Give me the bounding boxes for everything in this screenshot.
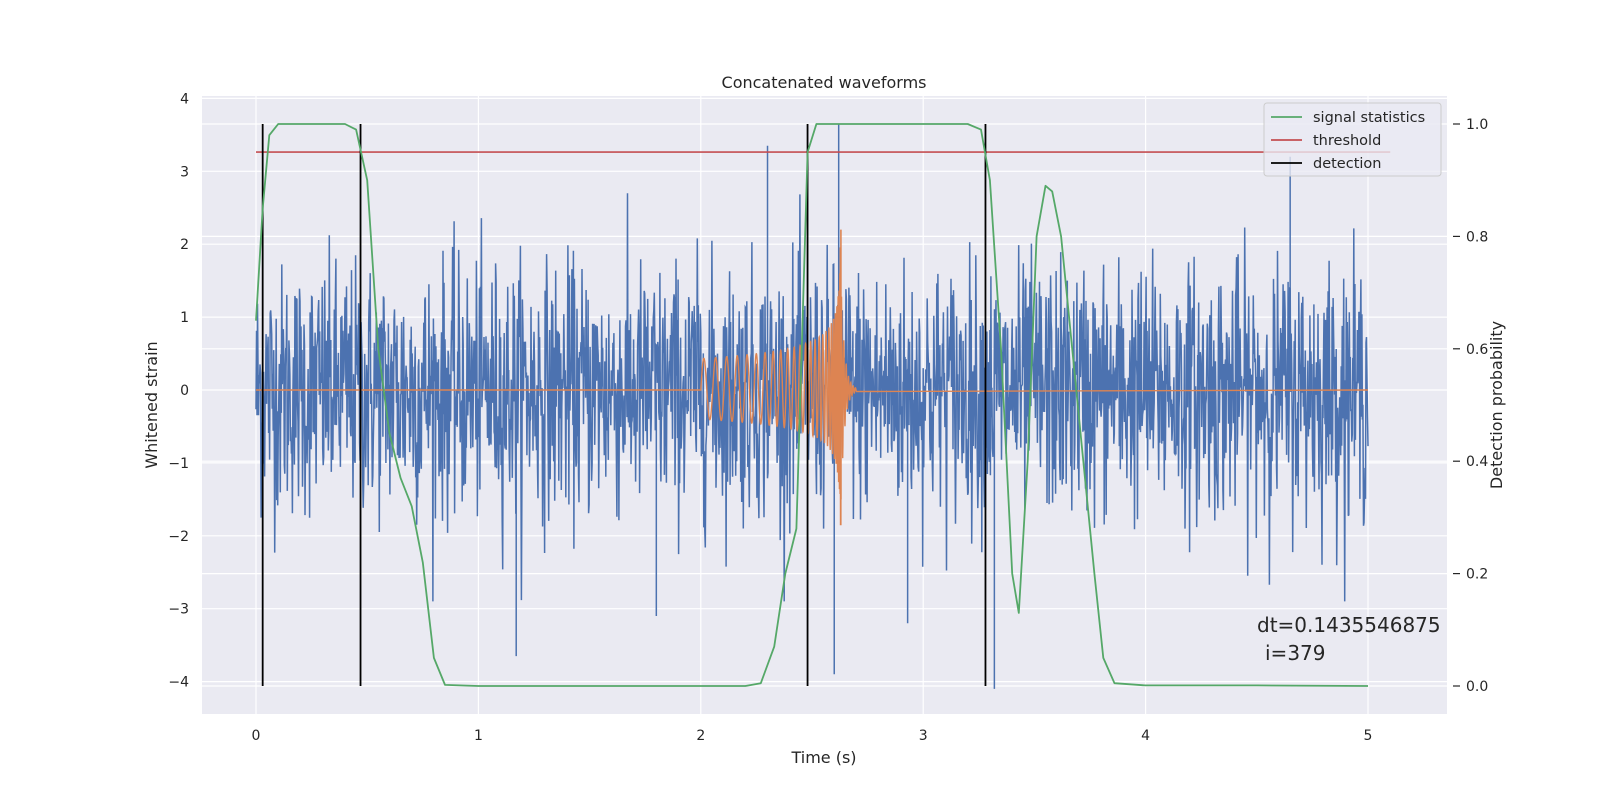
- signal-statistics-line: [255, 123, 1369, 687]
- y2-tick-label: 1.0: [1466, 117, 1488, 133]
- x-tick-label: 3: [919, 728, 928, 744]
- y-tick-label: 4: [180, 91, 189, 107]
- tick-labels: 0 1 2 3 4 5 4 3 2 1 0 −1 −2 −3 −4 1.0 0.8 0.6 0.4 0.2 0.0: [168, 91, 1488, 744]
- y2-tick-label: 0.8: [1466, 229, 1488, 245]
- y-tick-label: 3: [180, 164, 189, 180]
- y-tick-label: −4: [168, 675, 189, 691]
- y-tick-label: −3: [168, 602, 189, 618]
- annotation-dt: dt=0.1435546875: [1257, 613, 1441, 637]
- y-tick-label: 1: [180, 310, 189, 326]
- legend-item-detection: detection: [1271, 156, 1381, 172]
- y2-tick-label: 0.0: [1466, 679, 1488, 695]
- legend-box: [1263, 102, 1442, 177]
- x-tick-label: 5: [1364, 728, 1373, 744]
- y-axis-label: Whitened strain: [142, 341, 161, 468]
- legend: signal statistics threshold detection: [1263, 102, 1442, 177]
- series-layer: [255, 123, 1391, 689]
- x-tick-label: 0: [252, 728, 261, 744]
- y-tick-label: 0: [180, 383, 189, 399]
- y-tick-label: 2: [180, 237, 189, 253]
- legend-label: detection: [1313, 156, 1381, 172]
- x-axis-label: Time (s): [790, 748, 856, 767]
- chirp-template-line: [256, 247, 1369, 526]
- y2-axis-label: Detection probability: [1487, 321, 1506, 489]
- x-tick-label: 2: [696, 728, 705, 744]
- chart-title: Concatenated waveforms: [722, 73, 927, 92]
- legend-item-threshold: threshold: [1271, 133, 1381, 149]
- x-tick-label: 4: [1141, 728, 1150, 744]
- y2-tick-label: 0.2: [1466, 567, 1488, 583]
- y-tick-label: −2: [168, 529, 189, 545]
- annotation-i: i=379: [1265, 641, 1326, 665]
- legend-item-signal-statistics: signal statistics: [1271, 110, 1425, 126]
- x-tick-label: 1: [474, 728, 483, 744]
- legend-label: threshold: [1313, 133, 1381, 149]
- y-tick-label: −1: [168, 456, 189, 472]
- legend-label: signal statistics: [1313, 110, 1425, 126]
- y2-tick-label: 0.4: [1466, 454, 1488, 470]
- y2-tick-label: 0.6: [1466, 342, 1488, 358]
